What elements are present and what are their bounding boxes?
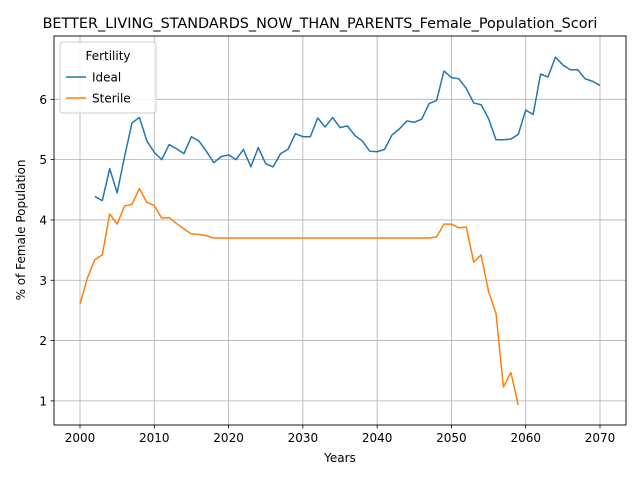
x-tick-label: 2060: [510, 431, 541, 445]
x-tick-label: 2050: [436, 431, 467, 445]
legend-label-sterile: Sterile: [92, 92, 131, 106]
x-tick-label: 2020: [213, 431, 244, 445]
y-axis-label: % of Female Population: [14, 160, 28, 301]
x-tick-label: 2010: [139, 431, 170, 445]
axis-ticks: 2000 2010 2020 2030 2040 2050 2060 2070 1 2 3 4 5 6: [39, 93, 615, 445]
grid: [54, 36, 626, 425]
series-layer: [79, 56, 601, 406]
y-tick-label: 5: [39, 153, 47, 167]
legend-frame: [59, 41, 157, 114]
x-tick-label: 2030: [288, 431, 319, 445]
x-tick-label: 2000: [65, 431, 96, 445]
legend-label-ideal: Ideal: [92, 71, 121, 85]
y-tick-label: 4: [39, 213, 47, 227]
legend-title: Fertility: [85, 49, 130, 63]
x-tick-label: 2070: [585, 431, 616, 445]
x-axis-label: Years: [323, 451, 356, 465]
plot-frame: [53, 35, 627, 426]
series-line-sterile: [79, 187, 520, 406]
y-tick-label: 3: [39, 274, 47, 288]
legend: Fertility Ideal Sterile: [59, 41, 157, 114]
x-tick-label: 2040: [362, 431, 393, 445]
chart-title: BETTER_LIVING_STANDARDS_NOW_THAN_PARENTS…: [43, 16, 598, 32]
series-line-ideal: [94, 56, 601, 202]
y-tick-label: 6: [39, 93, 47, 107]
y-tick-label: 2: [39, 334, 47, 348]
y-tick-label: 1: [39, 394, 47, 408]
